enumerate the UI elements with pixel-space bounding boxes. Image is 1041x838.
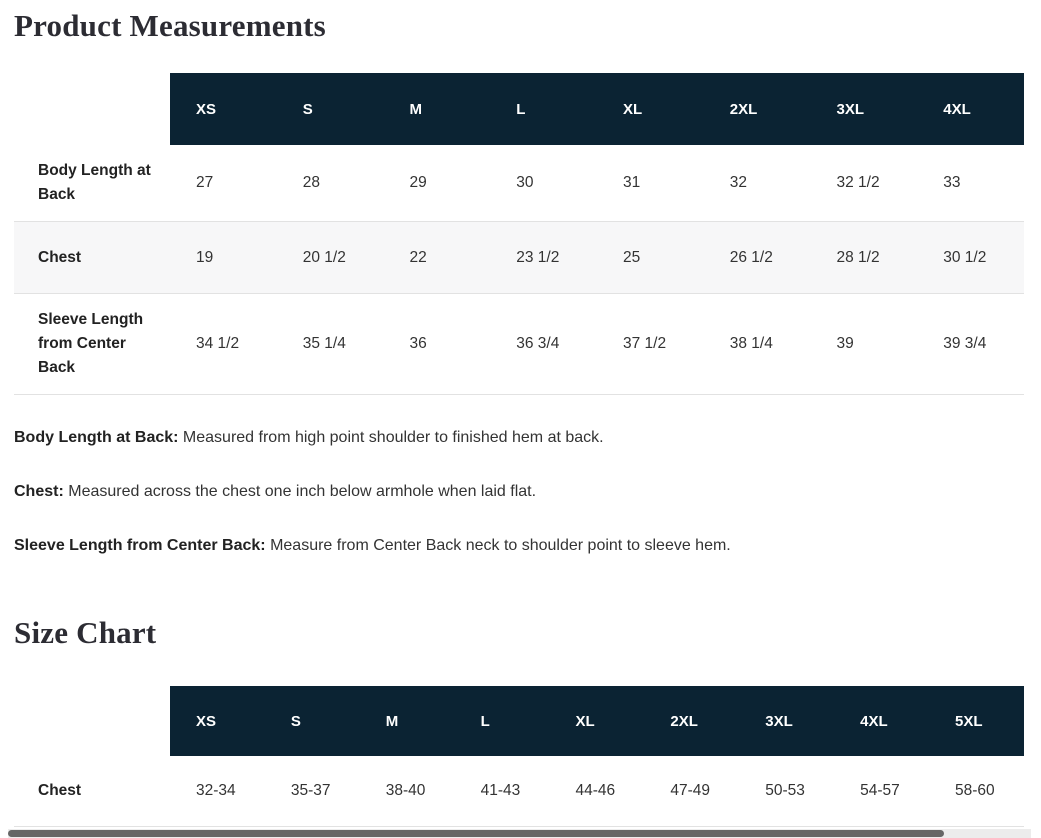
value-cell: 26 1/2: [729, 248, 773, 266]
value-cell: 54-57: [860, 781, 900, 799]
value-cell: 35-37: [290, 781, 331, 799]
value-cell: 30: [516, 174, 534, 191]
header-cell-s: S: [276, 73, 384, 145]
header-cell-m: M: [383, 73, 491, 145]
header-cell-xl: XL: [597, 73, 704, 145]
row-label-cell: Body Length at Back: [38, 162, 151, 203]
horizontal-scrollbar[interactable]: [8, 828, 1031, 838]
header-spacer-cell: [14, 686, 170, 756]
value-cell: 29: [409, 174, 427, 191]
value-cell: 37 1/2: [623, 335, 667, 352]
size-chart-table: XS S M L XL 2XL 3XL 4XL 5XL Chest 32-34 …: [14, 686, 1024, 827]
value-cell: 38-40: [385, 781, 426, 799]
product-measurements-title: Product Measurements: [14, 8, 326, 43]
header-row: XS S M L XL 2XL 3XL 4XL: [14, 73, 1024, 145]
header-cell-s: S: [264, 686, 360, 756]
note-definition: Measured across the chest one inch below…: [68, 483, 537, 500]
note-definition: Measure from Center Back neck to shoulde…: [270, 537, 731, 554]
measurement-notes: Body Length at Back: Measured from high …: [14, 427, 1024, 557]
table-row-chest: Chest 19 20 1/2 22 23 1/2 25 26 1/2 28 1…: [14, 221, 1024, 294]
value-cell: 32-34: [196, 781, 236, 799]
header-cell-l: L: [454, 686, 550, 756]
value-cell: 39 3/4: [943, 335, 987, 352]
value-cell: 38 1/4: [729, 335, 773, 352]
header-cell-2xl: 2XL: [703, 73, 811, 145]
value-cell: 34 1/2: [196, 335, 240, 352]
row-label-cell: Chest: [38, 248, 82, 266]
note-term: Chest:: [14, 483, 64, 500]
value-cell: 32: [729, 174, 747, 191]
value-cell: 58-60: [955, 781, 995, 799]
size-chart-title: Size Chart: [14, 615, 157, 650]
header-cell-4xl: 4XL: [834, 686, 929, 756]
row-label-cell: Sleeve Length from Center Back: [38, 311, 144, 376]
value-cell: 36: [409, 335, 427, 352]
note-term: Body Length at Back:: [14, 429, 179, 446]
value-cell: 44-46: [575, 781, 616, 799]
header-cell-xl: XL: [549, 686, 645, 756]
header-cell-4xl: 4XL: [917, 73, 1024, 145]
value-cell: 33: [943, 174, 961, 191]
table-row-body-length: Body Length at Back 27 28 29 30 31 32 32…: [14, 145, 1024, 222]
value-cell: 32 1/2: [836, 174, 880, 191]
note-sleeve-length: Sleeve Length from Center Back: Measure …: [14, 535, 1024, 557]
header-cell-l: L: [490, 73, 597, 145]
product-measurements-page: Product Measurements XS S M L XL 2XL 3XL…: [8, 0, 1031, 838]
value-cell: 50-53: [765, 781, 805, 799]
header-cell-xs: XS: [170, 73, 277, 145]
value-cell: 36 3/4: [516, 335, 560, 352]
value-cell: 23 1/2: [516, 248, 560, 266]
value-cell: 31: [623, 174, 641, 191]
header-cell-m: M: [359, 686, 455, 756]
value-cell: 35 1/4: [302, 335, 346, 352]
note-chest: Chest: Measured across the chest one inc…: [14, 481, 1024, 503]
note-definition: Measured from high point shoulder to fin…: [182, 429, 604, 446]
measurements-table-header: XS S M L XL 2XL 3XL 4XL: [14, 73, 1024, 145]
header-cell-xs: XS: [170, 686, 265, 756]
value-cell: 41-43: [480, 781, 521, 799]
value-cell: 28 1/2: [836, 248, 880, 266]
value-cell: 39: [836, 335, 854, 352]
header-row: XS S M L XL 2XL 3XL 4XL 5XL: [14, 686, 1024, 756]
header-cell-5xl: 5XL: [929, 686, 1024, 756]
value-cell: 25: [623, 248, 641, 266]
value-cell: 22: [409, 248, 427, 266]
value-cell: 30 1/2: [943, 248, 987, 266]
value-cell: 19: [196, 248, 214, 266]
value-cell: 20 1/2: [302, 248, 346, 266]
value-cell: 47-49: [670, 781, 711, 799]
value-cell: 27: [196, 174, 214, 191]
table-row-chest-range: Chest 32-34 35-37 38-40 41-43 44-46 47-4…: [14, 756, 1024, 826]
note-body-length: Body Length at Back: Measured from high …: [14, 427, 1024, 449]
header-spacer-cell: [14, 73, 170, 145]
value-cell: 28: [302, 174, 320, 191]
header-cell-3xl: 3XL: [810, 73, 918, 145]
table-row-sleeve-length: Sleeve Length from Center Back 34 1/2 35…: [14, 294, 1024, 395]
note-term: Sleeve Length from Center Back:: [14, 537, 266, 554]
size-chart-table-header: XS S M L XL 2XL 3XL 4XL 5XL: [14, 686, 1024, 756]
row-label-cell: Chest: [38, 781, 82, 799]
header-cell-2xl: 2XL: [644, 686, 740, 756]
product-measurements-table: XS S M L XL 2XL 3XL 4XL Body Length at B…: [14, 73, 1024, 395]
header-cell-3xl: 3XL: [739, 686, 835, 756]
